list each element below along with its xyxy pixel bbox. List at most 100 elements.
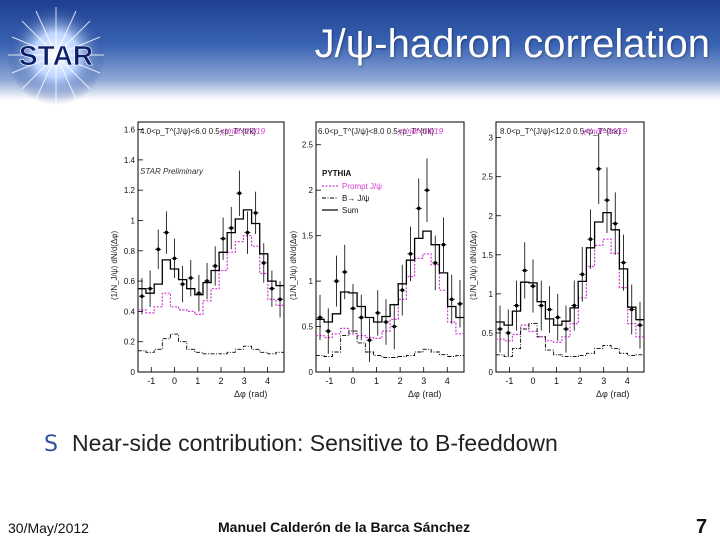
- x-tick-label: 2: [578, 376, 583, 386]
- x-tick-label: 4: [265, 376, 270, 386]
- data-point: [384, 320, 388, 324]
- x-tick-label: 2: [218, 376, 223, 386]
- data-point: [629, 307, 634, 312]
- y-tick-label: 1.2: [124, 186, 136, 195]
- y-tick-label: 0: [131, 368, 136, 377]
- slide-title: J/ψ-hadron correlation: [314, 22, 710, 66]
- y-axis-label: (1/N_J/ψ) dN/d(Δφ): [110, 231, 119, 300]
- data-point: [506, 331, 511, 335]
- data-point: [188, 276, 193, 280]
- data-point: [588, 237, 593, 241]
- data-point: [229, 226, 234, 230]
- data-point: [270, 286, 274, 291]
- data-point: [522, 268, 527, 273]
- data-point: [458, 302, 462, 306]
- data-point: [359, 315, 364, 320]
- data-point: [416, 206, 421, 211]
- data-point: [156, 247, 161, 252]
- x-tick-label: -1: [147, 376, 155, 386]
- x-tick-label: 2: [398, 376, 403, 386]
- footer-date: 30/May/2012: [8, 520, 89, 536]
- data-point: [425, 188, 429, 192]
- star-logo: STAR: [6, 5, 106, 105]
- y-tick-label: 1.4: [124, 156, 136, 165]
- panel-pt-8-12: 8.0<p_T^{J/ψ}<12.0 0.5<p_T^{trk} χ²/ndf=…: [469, 121, 645, 399]
- series-line-sum: [137, 209, 285, 296]
- data-point: [441, 242, 446, 247]
- x-tick-label: 1: [554, 376, 559, 386]
- x-axis-label: Δφ (rad): [234, 389, 267, 399]
- data-point: [531, 284, 535, 288]
- data-point: [449, 297, 454, 302]
- y-tick-label: 0.8: [124, 247, 136, 256]
- y-tick-label: 1: [131, 216, 136, 225]
- bullet-point: S Near-side contribution: Sensitive to B-…: [44, 430, 558, 457]
- logo-text: STAR: [19, 40, 93, 71]
- series-line-promptj: [495, 238, 645, 343]
- panel-label: 8.0<p_T^{J/ψ}<12.0 0.5<p_T^{trk}: [500, 127, 621, 136]
- x-tick-label: 3: [242, 376, 247, 386]
- data-point: [392, 324, 397, 329]
- x-tick-label: -1: [505, 376, 513, 386]
- data-point: [326, 329, 331, 333]
- data-point: [539, 303, 544, 308]
- data-point: [408, 252, 413, 256]
- y-tick-label: 0: [309, 368, 314, 377]
- data-point: [245, 230, 250, 235]
- data-point: [318, 315, 322, 320]
- panel-label: 6.0<p_T^{J/ψ}<8.0 0.5<p_T^{trk}: [318, 127, 435, 136]
- y-tick-label: 0.4: [124, 307, 136, 316]
- data-point: [547, 307, 552, 312]
- y-tick-label: 0: [489, 368, 494, 377]
- y-tick-label: 1.5: [302, 232, 314, 241]
- x-tick-label: 4: [445, 376, 450, 386]
- data-point: [164, 230, 169, 235]
- series-line-sum: [315, 230, 465, 323]
- panel-pt-4-6: 4.0<p_T^{J/ψ}<6.0 0.5<p_T^{trk} χ²/ndf=2…: [110, 121, 285, 399]
- y-axis-label: (1/N_J/ψ) dN/d(Δφ): [469, 231, 478, 300]
- data-point: [613, 221, 618, 226]
- chi2-label: χ²/ndf=34/19: [397, 127, 444, 136]
- data-point: [375, 311, 380, 315]
- x-axis-label: Δφ (rad): [596, 389, 629, 399]
- y-tick-label: 0.6: [124, 277, 136, 286]
- y-tick-label: 1.5: [482, 251, 494, 260]
- data-point: [334, 279, 339, 283]
- slide-number: 7: [696, 516, 708, 538]
- data-point: [621, 260, 626, 265]
- x-tick-label: 1: [195, 376, 200, 386]
- data-point: [605, 198, 609, 202]
- data-point: [580, 272, 585, 277]
- data-point: [172, 256, 177, 261]
- y-tick-label: 2.5: [302, 141, 314, 150]
- series-line-bj: [315, 330, 465, 358]
- y-tick-label: 0.5: [302, 323, 314, 332]
- data-point: [197, 291, 201, 296]
- legend-entry-prompt: Prompt J/ψ: [342, 182, 382, 191]
- y-tick-label: 1.6: [124, 126, 136, 135]
- data-point: [148, 286, 152, 291]
- x-axis-label: Δφ (rad): [408, 389, 441, 399]
- plot-frame: [315, 121, 465, 373]
- legend-entry-bfeed: B→ J/ψ: [342, 194, 370, 203]
- x-tick-label: 0: [172, 376, 177, 386]
- data-point: [514, 303, 519, 308]
- data-point: [253, 211, 258, 215]
- x-tick-label: 3: [421, 376, 426, 386]
- x-tick-label: -1: [325, 376, 333, 386]
- data-point: [367, 338, 372, 342]
- series-line-bj: [137, 333, 285, 355]
- data-point: [278, 297, 282, 302]
- chi2-label: χ²/ndf=24/19: [581, 127, 628, 136]
- data-point: [205, 279, 209, 283]
- y-tick-label: 1: [309, 277, 314, 286]
- data-point: [400, 288, 405, 292]
- panel-pt-6-8: 6.0<p_T^{J/ψ}<8.0 0.5<p_T^{trk} χ²/ndf=3…: [289, 121, 465, 399]
- series-line-bj: [495, 323, 645, 357]
- chi2-label: χ²/ndf=23/19: [219, 127, 266, 136]
- footer-author: Manuel Calderón de la Barca Sánchez: [218, 519, 471, 535]
- y-axis-label: (1/N_J/ψ) dN/d(Δφ): [289, 231, 298, 300]
- data-point: [564, 327, 568, 331]
- series-line-sum: [495, 211, 645, 326]
- data-point: [555, 315, 560, 320]
